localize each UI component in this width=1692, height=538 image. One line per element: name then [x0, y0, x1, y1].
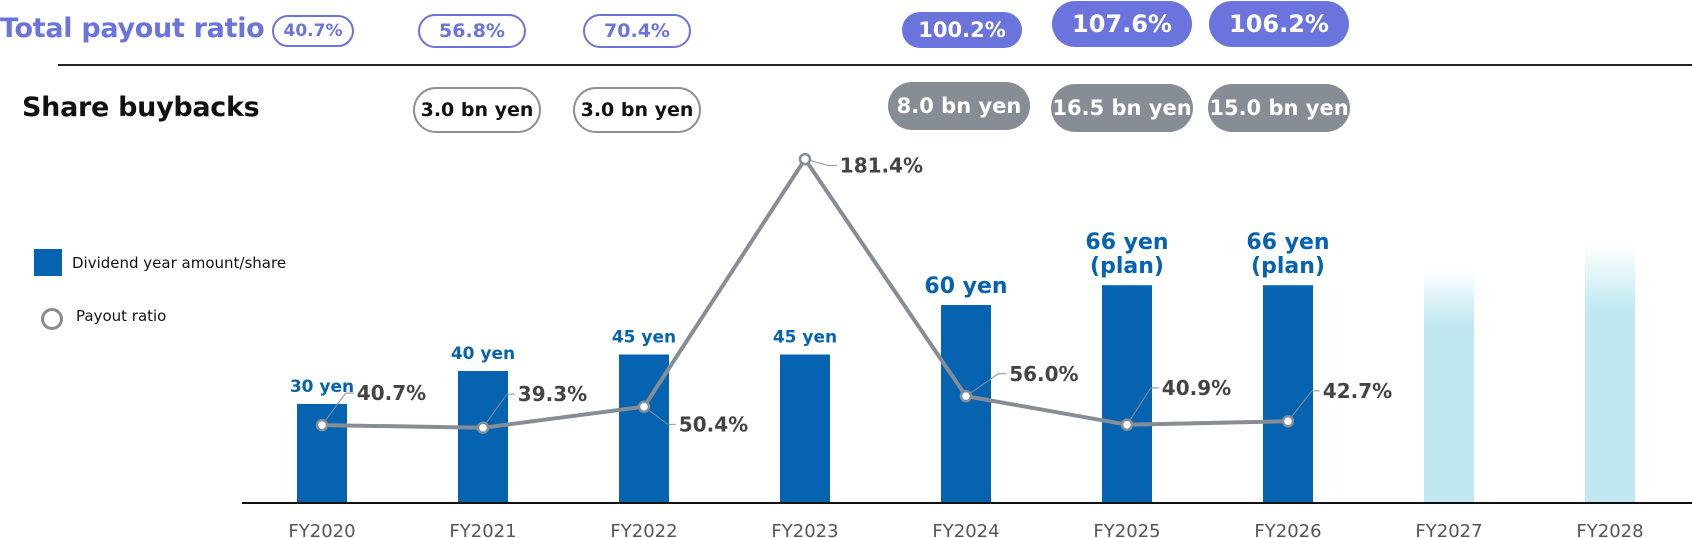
buyback-pill-fy2025: 16.5 bn yen	[1051, 84, 1193, 132]
x-tick-fy2024: FY2024	[932, 521, 999, 538]
x-tick-fy2026: FY2026	[1254, 521, 1321, 538]
payout-pill-fy2020: 40.7%	[272, 15, 354, 47]
payout-leader-fy2026	[1287, 390, 1313, 422]
legend-payout-label: Payout ratio	[76, 307, 167, 325]
dividend-label-fy2021: 40 yen	[451, 344, 515, 364]
legend-dividend-label: Dividend year amount/share	[72, 254, 287, 272]
buyback-pill-fy2022: 3.0 bn yen	[573, 87, 701, 133]
payout-point-fy2025	[1120, 418, 1134, 431]
buyback-pill-fy2026: 15.0 bn yen	[1208, 84, 1350, 132]
payout-pill-fy2026: 106.2%	[1209, 1, 1349, 47]
legend-dividend-swatch	[34, 249, 62, 276]
payout-leader-fy2020	[321, 392, 347, 426]
x-tick-fy2023: FY2023	[771, 521, 838, 538]
total-payout-ratio-title: Total payout ratio	[0, 13, 265, 44]
payout-pill-fy2025: 107.6%	[1052, 1, 1192, 47]
dividend-label-fy2025: 66 yen (plan)	[1085, 230, 1168, 279]
x-tick-fy2028: FY2028	[1576, 521, 1643, 538]
payout-leader-fy2021	[482, 393, 508, 429]
payout-pill-fy2021: 56.8%	[418, 14, 526, 48]
payout-label-fy2026: 42.7%	[1323, 379, 1392, 403]
payout-label-fy2024: 56.0%	[1009, 362, 1078, 386]
payout-leader-fy2024	[965, 373, 999, 397]
dividend-bar-fy2025	[1102, 285, 1152, 503]
dividend-label-fy2022: 45 yen	[612, 328, 676, 348]
x-tick-fy2025: FY2025	[1093, 521, 1160, 538]
x-tick-fy2021: FY2021	[449, 521, 516, 538]
future-bar-fy2028	[1585, 245, 1635, 503]
x-tick-fy2020: FY2020	[288, 521, 355, 538]
payout-point-fy2026	[1281, 415, 1295, 428]
payout-point-fy2024	[959, 389, 973, 403]
buyback-pill-fy2024: 8.0 bn yen	[888, 82, 1030, 130]
dividend-label-fy2020: 30 yen	[290, 377, 354, 397]
x-tick-fy2022: FY2022	[610, 521, 677, 538]
dividend-bar-fy2021	[458, 371, 508, 503]
payout-label-fy2025: 40.9%	[1162, 376, 1231, 400]
payout-pill-fy2022: 70.4%	[583, 14, 691, 48]
future-bar-fy2027	[1424, 268, 1474, 503]
payout-pill-fy2024: 100.2%	[902, 12, 1022, 48]
dividend-bar-fy2023	[780, 354, 830, 503]
payout-label-fy2021: 39.3%	[518, 382, 587, 406]
payout-label-fy2022: 50.4%	[679, 412, 748, 436]
share-buybacks-title: Share buybacks	[22, 92, 260, 123]
payout-label-fy2020: 40.7%	[357, 381, 426, 405]
payout-point-fy2020	[315, 418, 329, 432]
dividend-bar-fy2026	[1263, 285, 1313, 503]
x-tick-fy2027: FY2027	[1415, 521, 1482, 538]
dividend-label-fy2024: 60 yen	[924, 274, 1007, 299]
payout-point-fy2023	[798, 152, 812, 166]
dividend-label-fy2023: 45 yen	[773, 328, 837, 348]
dividend-label-fy2026: 66 yen (plan)	[1246, 230, 1329, 279]
dividend-bar-fy2024	[941, 305, 991, 503]
buyback-pill-fy2021: 3.0 bn yen	[413, 87, 541, 133]
payout-point-fy2021	[476, 421, 490, 434]
header-divider	[58, 64, 1692, 66]
legend-payout-marker	[41, 308, 63, 330]
payout-leader-fy2025	[1126, 387, 1152, 425]
payout-label-fy2023: 181.4%	[840, 154, 923, 178]
payout-point-fy2022	[637, 400, 651, 413]
